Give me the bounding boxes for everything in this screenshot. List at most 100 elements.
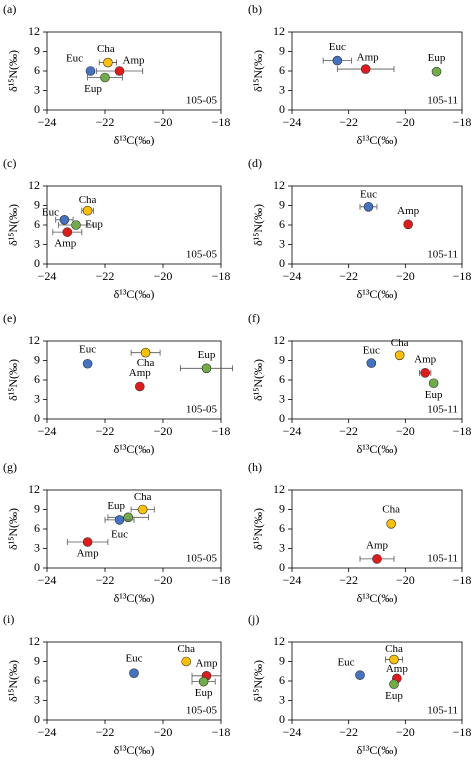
- point-label: Euc: [360, 188, 377, 200]
- x-tick-label: −18: [453, 269, 472, 283]
- y-axis-label: δ¹⁵N(‰): [6, 508, 20, 550]
- x-tick-label: −22: [96, 424, 115, 438]
- data-point: [431, 66, 442, 77]
- data-point: [114, 515, 125, 525]
- y-tick-label: 6: [34, 673, 40, 687]
- data-point: [332, 55, 343, 66]
- data-point: [82, 358, 93, 369]
- x-tick-label: −18: [453, 424, 472, 438]
- panel-label: (c): [3, 156, 16, 170]
- y-axis-label: δ¹⁵N(‰): [251, 204, 265, 246]
- data-point: [123, 512, 133, 523]
- y-tick-label: 9: [279, 653, 285, 667]
- point-label: Eup: [425, 389, 443, 401]
- point-label: Cha: [137, 357, 155, 369]
- x-tick-label: −20: [396, 115, 415, 129]
- x-tick-label: −24: [283, 725, 302, 739]
- data-point: [363, 202, 374, 212]
- point-label: Eup: [195, 687, 213, 699]
- panel: (h) 105-11 −24 −22 −20 −18 0 3 6 9 12 δ¹³C(‰) δ¹⁵N(‰…: [248, 460, 471, 605]
- panel: (g) 105-05 −24 −22 −20 −18 0 3 6 9 12 δ¹³C(‰) δ¹⁵N(‰…: [3, 460, 230, 605]
- point-label: Euc: [79, 343, 96, 355]
- x-tick-label: −20: [154, 269, 173, 283]
- data-point: [420, 368, 430, 378]
- x-axis-label: δ¹³C(‰): [114, 743, 155, 757]
- data-point: [71, 220, 81, 230]
- y-tick-label: 9: [279, 197, 285, 211]
- y-tick-label: 3: [279, 540, 285, 554]
- data-point: [137, 504, 148, 515]
- point-label: Amp: [54, 238, 77, 250]
- y-tick-label: 3: [279, 82, 285, 96]
- y-tick-label: 6: [279, 673, 285, 687]
- point-label: Amp: [77, 548, 100, 560]
- panel: (f) 105-11 −24 −22 −20 −18 0 3 6 9 12 δ¹³C(‰) δ¹⁵N(‰…: [248, 311, 471, 456]
- panel: (c) 105-05 −24 −22 −20 −18 0 3 6 9 12 δ¹³C(‰) δ¹⁵N(‰…: [3, 156, 230, 301]
- x-tick-label: −24: [283, 424, 302, 438]
- point-label: Cha: [97, 43, 115, 55]
- panel: (i) 105-05 −24 −22 −20 −18 0 3 6 9 12 δ¹³C(‰) δ¹⁵N(‰…: [3, 612, 230, 757]
- y-tick-label: 12: [28, 482, 40, 496]
- point-label: Eup: [107, 500, 125, 512]
- x-tick-label: −22: [339, 573, 358, 587]
- x-tick-label: −22: [339, 725, 358, 739]
- data-point: [201, 363, 212, 374]
- x-tick-label: −18: [453, 115, 472, 129]
- x-axis-label: δ¹³C(‰): [114, 591, 155, 605]
- annotation: 105-11: [427, 95, 458, 107]
- x-tick-label: −20: [396, 725, 415, 739]
- point-label: Amp: [129, 367, 152, 379]
- data-point: [389, 679, 399, 690]
- point-label: Amp: [386, 663, 409, 675]
- point-label: Euc: [329, 41, 346, 53]
- annotation: 105-05: [186, 404, 218, 416]
- y-tick-label: 6: [34, 217, 40, 231]
- y-axis-label: δ¹⁵N(‰): [6, 204, 20, 246]
- y-tick-label: 6: [34, 521, 40, 535]
- x-tick-label: −24: [38, 725, 57, 739]
- y-tick-label: 9: [279, 43, 285, 57]
- x-tick-label: −18: [212, 573, 231, 587]
- y-tick-label: 6: [34, 63, 40, 77]
- panel: (j) 105-11 −24 −22 −20 −18 0 3 6 9 12 δ¹³C(‰) δ¹⁵N(‰…: [248, 612, 471, 757]
- y-tick-label: 9: [34, 352, 40, 366]
- data-point: [428, 378, 439, 389]
- y-tick-label: 3: [279, 692, 285, 706]
- data-point: [135, 381, 145, 392]
- point-label: Amp: [366, 539, 389, 551]
- x-axis-label: δ¹³C(‰): [357, 133, 398, 147]
- data-point: [114, 66, 125, 76]
- data-point: [394, 350, 405, 361]
- y-tick-label: 0: [279, 712, 285, 726]
- x-tick-label: −18: [212, 725, 231, 739]
- y-tick-label: 0: [34, 560, 40, 574]
- point-label: Cha: [79, 194, 97, 206]
- panel-label: (i): [3, 612, 14, 626]
- y-tick-label: 6: [34, 372, 40, 386]
- x-tick-label: −24: [38, 115, 57, 129]
- y-tick-label: 3: [34, 82, 40, 96]
- x-axis-label: δ¹³C(‰): [357, 591, 398, 605]
- panel-label: (b): [248, 2, 262, 16]
- y-tick-label: 6: [279, 521, 285, 535]
- y-axis-label: δ¹⁵N(‰): [6, 660, 20, 702]
- x-tick-label: −22: [339, 424, 358, 438]
- annotation: 105-11: [427, 705, 458, 717]
- y-tick-label: 12: [273, 333, 285, 347]
- data-point: [59, 215, 70, 225]
- x-tick-label: −22: [339, 269, 358, 283]
- x-tick-label: −22: [339, 115, 358, 129]
- y-tick-label: 3: [34, 692, 40, 706]
- data-point: [355, 670, 365, 680]
- y-tick-label: 0: [279, 560, 285, 574]
- data-point: [129, 668, 139, 679]
- x-tick-label: −18: [453, 573, 472, 587]
- point-label: Amp: [123, 55, 146, 67]
- y-tick-label: 12: [273, 178, 285, 192]
- data-point: [372, 554, 382, 564]
- panel: (d) 105-11 −24 −22 −20 −18 0 3 6 9 12 δ¹³C(‰) δ¹⁵N(‰…: [248, 156, 471, 301]
- x-axis-label: δ¹³C(‰): [114, 287, 155, 301]
- x-axis-label: δ¹³C(‰): [357, 442, 398, 456]
- data-point: [386, 518, 396, 529]
